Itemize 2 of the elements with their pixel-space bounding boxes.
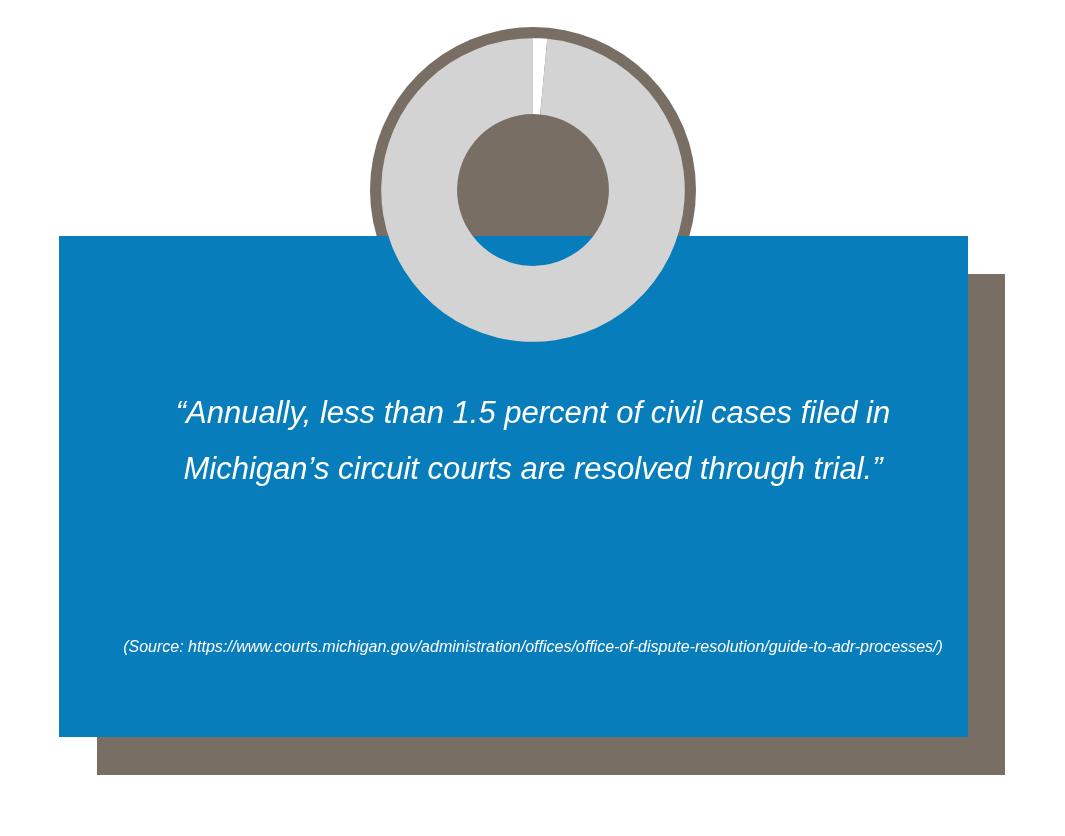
text: (Source: https://www.courts.michigan.gov/administration/offices/office-of-dispute-resolution/guide-to-adr-processes/)	[122, 637, 944, 657]
text: “Annually, less than 1.5 percent of civil cases filed in Michigan’s circuit courts are resolved through trial.”	[174, 394, 892, 488]
